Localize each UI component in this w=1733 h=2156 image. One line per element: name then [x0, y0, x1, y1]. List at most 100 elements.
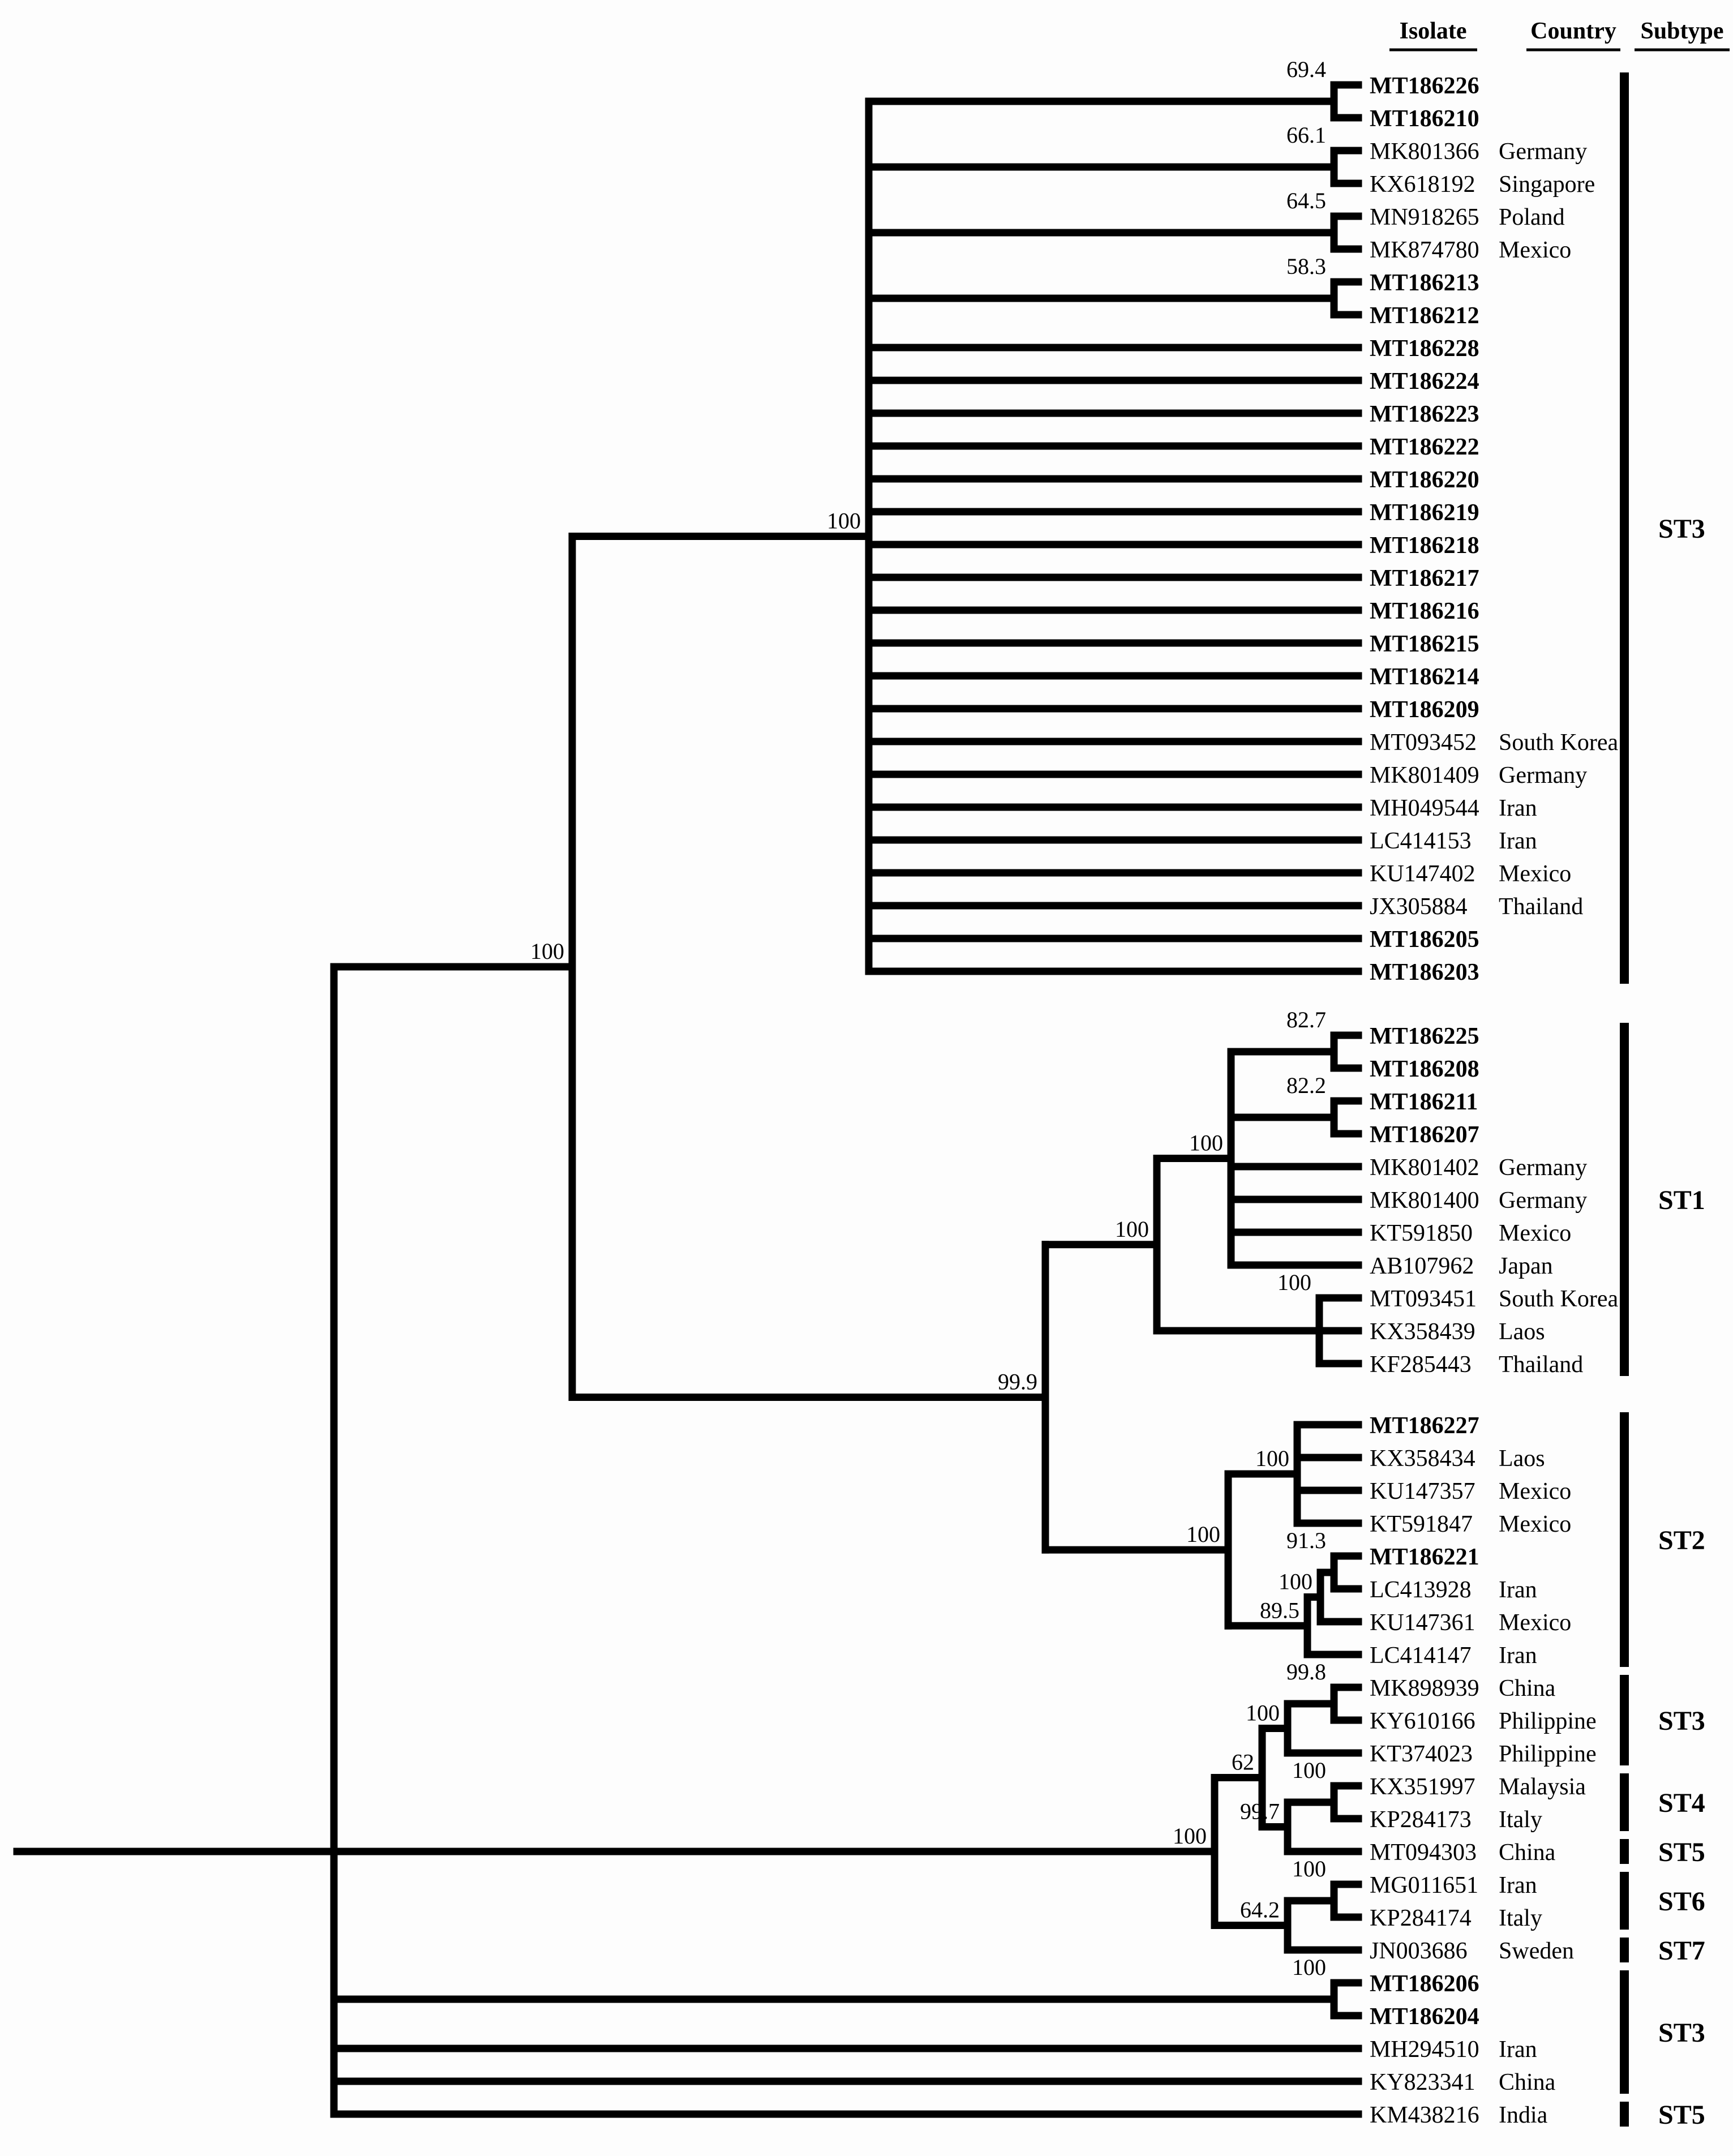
taxon-isolate-label: MT186203	[1370, 959, 1479, 985]
taxon-country-label: Mexico	[1499, 237, 1571, 263]
subtype-label: ST3	[1658, 1706, 1705, 1736]
subtype-bar	[1620, 1023, 1629, 1376]
support-value: 100	[827, 508, 861, 534]
taxon-country-label: Germany	[1499, 762, 1587, 788]
support-value: 82.7	[1286, 1007, 1326, 1032]
taxon-isolate-label: KF285443	[1370, 1352, 1472, 1378]
support-value: 100	[1186, 1521, 1220, 1547]
taxon-isolate-label: LC414153	[1370, 828, 1472, 854]
taxon-isolate-label: JN003686	[1370, 1938, 1468, 1964]
taxon-isolate-label: KX351997	[1370, 1774, 1475, 1800]
support-value: 64.5	[1286, 188, 1326, 213]
taxon-isolate-label: KT591850	[1370, 1220, 1473, 1246]
support-value: 100	[1292, 1856, 1326, 1881]
taxon-isolate-label: MT093451	[1370, 1286, 1477, 1312]
taxon-isolate-label: MT186212	[1370, 303, 1479, 329]
support-value: 58.3	[1286, 254, 1326, 279]
column-header-subtype: Subtype	[1640, 18, 1723, 44]
taxon-isolate-label: MT186219	[1370, 500, 1479, 526]
taxon-isolate-label: KU147361	[1370, 1610, 1475, 1636]
taxon-country-label: Iran	[1499, 2037, 1537, 2063]
taxon-country-label: South Korea	[1499, 1286, 1618, 1312]
taxon-country-label: Philippine	[1499, 1708, 1597, 1734]
taxon-country-label: Mexico	[1499, 1478, 1571, 1505]
taxon-isolate-label: MT186227	[1370, 1413, 1479, 1439]
taxon-country-label: Thailand	[1499, 1352, 1583, 1378]
taxon-isolate-label: MT186204	[1370, 2004, 1479, 2030]
subtype-label: ST2	[1658, 1525, 1705, 1555]
subtype-bar	[1620, 1773, 1629, 1831]
tree-branches	[13, 81, 1362, 2118]
subtype-label: ST3	[1658, 514, 1705, 544]
taxa-labels: MT186226 MT186210 MK801366 Germany KX618192 S…	[1370, 73, 1618, 2128]
taxon-isolate-label: MK801409	[1370, 762, 1479, 788]
taxon-isolate-label: MT186210	[1370, 106, 1479, 132]
taxon-isolate-label: MT186226	[1370, 73, 1479, 99]
taxon-isolate-label: MT186221	[1370, 1544, 1479, 1570]
taxon-country-label: Singapore	[1499, 172, 1595, 198]
subtype-label: ST4	[1658, 1788, 1705, 1818]
taxon-isolate-label: MT186208	[1370, 1056, 1479, 1082]
support-value: 66.1	[1286, 122, 1326, 148]
taxon-isolate-label: KU147357	[1370, 1478, 1475, 1505]
taxon-country-label: Germany	[1499, 1155, 1587, 1181]
taxon-isolate-label: MT186222	[1370, 434, 1479, 460]
subtype-bar	[1620, 1938, 1629, 1962]
taxon-isolate-label: MT186207	[1370, 1122, 1479, 1148]
taxon-isolate-label: MT186209	[1370, 697, 1479, 723]
taxon-isolate-label: KY610166	[1370, 1708, 1475, 1734]
support-value: 99.7	[1240, 1799, 1280, 1824]
taxon-country-label: Philippine	[1499, 1741, 1597, 1767]
taxon-isolate-label: KM438216	[1370, 2102, 1479, 2128]
support-value: 100	[530, 938, 564, 964]
subtype-bar	[1620, 1412, 1629, 1667]
subtype-bar	[1620, 72, 1629, 984]
taxon-isolate-label: LC414147	[1370, 1643, 1472, 1669]
taxon-isolate-label: MK801400	[1370, 1188, 1479, 1214]
support-value: 91.3	[1286, 1528, 1326, 1553]
subtype-label: ST3	[1658, 2018, 1705, 2048]
support-value: 99.8	[1286, 1659, 1326, 1684]
column-header-country: Country	[1530, 18, 1616, 44]
taxon-isolate-label: MN918265	[1370, 204, 1479, 230]
taxon-isolate-label: MT186211	[1370, 1089, 1478, 1115]
taxon-country-label: Mexico	[1499, 861, 1571, 887]
taxon-isolate-label: MT186228	[1370, 336, 1479, 362]
support-value: 69.4	[1286, 57, 1326, 82]
subtype-label: ST5	[1658, 1837, 1705, 1867]
taxon-country-label: Iran	[1499, 795, 1537, 821]
taxon-country-label: Italy	[1499, 1807, 1542, 1833]
taxon-country-label: China	[1499, 1840, 1556, 1866]
taxon-country-label: Mexico	[1499, 1610, 1571, 1636]
taxon-isolate-label: KX358434	[1370, 1446, 1475, 1472]
taxon-isolate-label: MT186218	[1370, 533, 1479, 559]
taxon-isolate-label: MK801402	[1370, 1155, 1479, 1181]
taxon-isolate-label: MH049544	[1370, 795, 1479, 821]
support-value: 89.5	[1260, 1597, 1299, 1623]
taxon-country-label: Iran	[1499, 1872, 1537, 1898]
support-value: 100	[1246, 1700, 1280, 1726]
subtype-bar	[1620, 1872, 1629, 1930]
subtype-bar	[1620, 1839, 1629, 1864]
taxon-isolate-label: MK874780	[1370, 237, 1479, 263]
taxon-isolate-label: MT186213	[1370, 270, 1479, 296]
taxon-country-label: India	[1499, 2102, 1548, 2128]
taxon-country-label: Laos	[1499, 1446, 1545, 1472]
taxon-country-label: Mexico	[1499, 1220, 1571, 1246]
taxon-isolate-label: KP284174	[1370, 1905, 1472, 1931]
taxon-country-label: Mexico	[1499, 1511, 1571, 1537]
subtype-bar	[1620, 1970, 1629, 2094]
taxon-isolate-label: MG011651	[1370, 1872, 1478, 1898]
taxon-isolate-label: MT186220	[1370, 467, 1479, 493]
taxon-isolate-label: KT374023	[1370, 1741, 1473, 1767]
support-value: 100	[1277, 1270, 1311, 1295]
taxon-country-label: Malaysia	[1499, 1774, 1586, 1800]
taxon-isolate-label: JX305884	[1370, 894, 1468, 920]
taxon-isolate-label: MT186215	[1370, 631, 1479, 657]
support-value: 100	[1173, 1823, 1207, 1849]
taxon-country-label: Iran	[1499, 828, 1537, 854]
subtype-label: ST7	[1658, 1936, 1705, 1966]
support-value: 100	[1292, 1758, 1326, 1783]
support-value: 100	[1189, 1130, 1223, 1156]
support-value: 64.2	[1240, 1897, 1280, 1923]
